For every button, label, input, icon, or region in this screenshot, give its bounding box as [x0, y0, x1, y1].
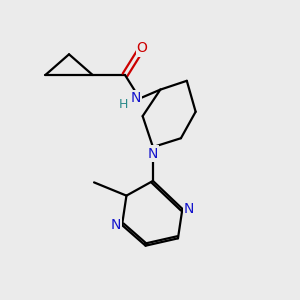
Text: O: O — [136, 41, 148, 56]
Text: N: N — [147, 146, 158, 161]
Text: H: H — [119, 98, 128, 111]
Text: N: N — [110, 218, 121, 232]
Text: N: N — [131, 92, 141, 106]
Text: N: N — [184, 202, 194, 216]
